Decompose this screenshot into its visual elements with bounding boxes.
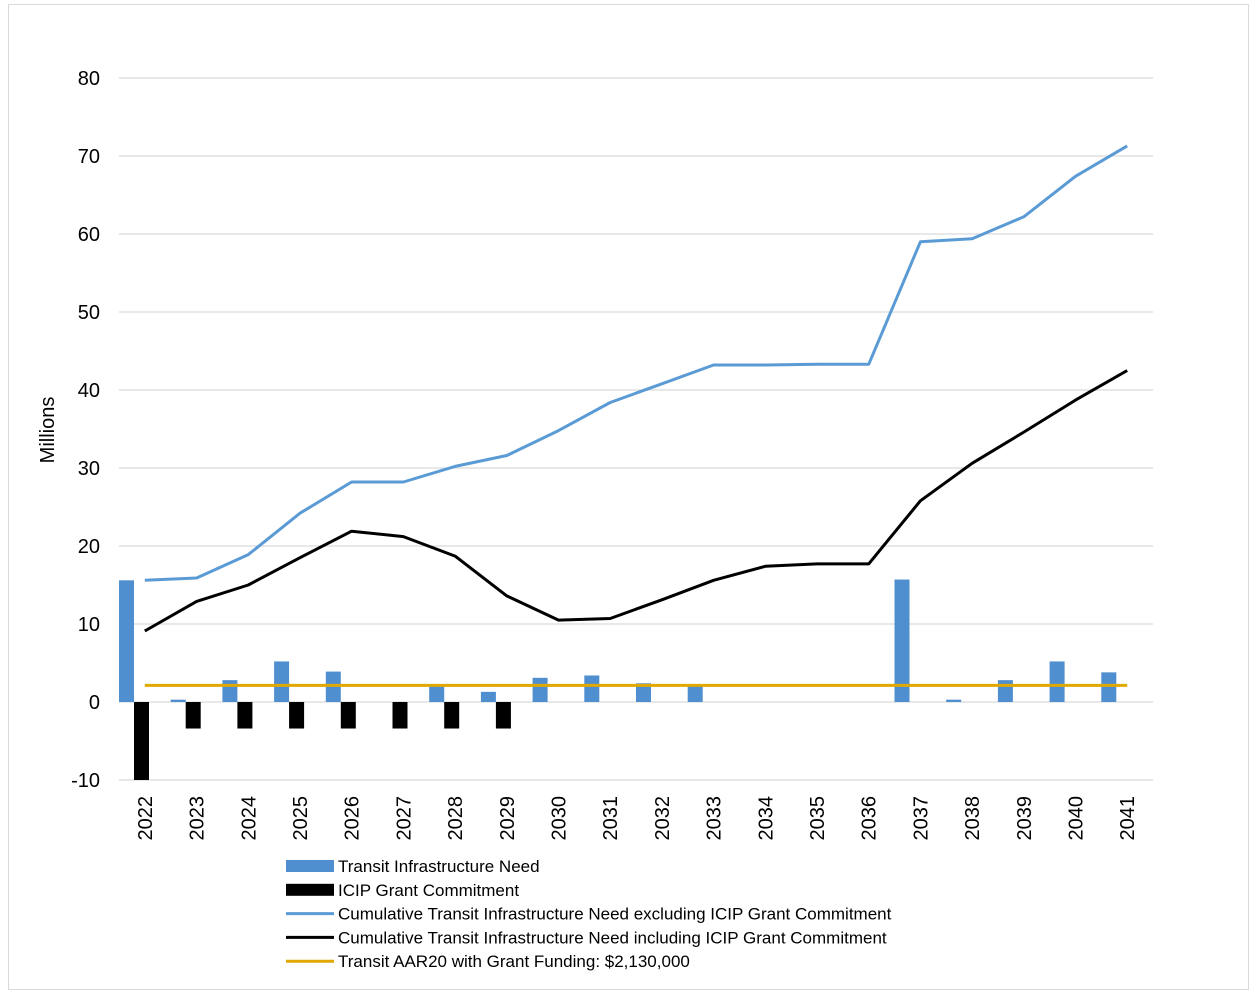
- legend-label: Transit AAR20 with Grant Funding: $2,130…: [338, 952, 690, 971]
- bar-need-2040: [1049, 661, 1065, 702]
- x-tick-label: 2032: [652, 796, 674, 841]
- x-tick-label: 2033: [704, 796, 726, 841]
- y-tick-label: 40: [78, 380, 100, 402]
- x-tick-label: 2038: [962, 796, 984, 841]
- x-tick-label: 2034: [755, 796, 777, 841]
- bar-need-2037: [894, 579, 910, 702]
- x-tick-label: 2030: [548, 796, 570, 841]
- x-tick-label: 2022: [135, 796, 157, 841]
- legend-label: Cumulative Transit Infrastructure Need e…: [338, 905, 892, 924]
- bar-need-2029: [480, 691, 496, 702]
- x-tick-label: 2036: [859, 796, 881, 841]
- x-tick-label: 2025: [290, 796, 312, 841]
- bar-need-2022: [119, 580, 134, 702]
- y-tick-label: 20: [78, 536, 100, 558]
- x-tick-label: 2024: [238, 796, 260, 841]
- bar-icip-2024: [237, 702, 253, 729]
- bar-need-2025: [274, 661, 290, 702]
- legend-swatch-bar: [286, 860, 334, 872]
- x-tick-label: 2023: [187, 796, 209, 841]
- x-tick-label: 2039: [1014, 796, 1036, 841]
- bar-need-2033: [687, 684, 703, 702]
- bar-need-2041: [1101, 672, 1117, 702]
- bar-need-2023: [170, 699, 186, 702]
- x-tick-label: 2040: [1065, 796, 1087, 841]
- y-tick-label: -10: [71, 770, 100, 792]
- legend-label: Cumulative Transit Infrastructure Need i…: [338, 928, 887, 947]
- bar-need-2032: [636, 683, 651, 702]
- legend: Transit Infrastructure Need ICIP Grant Co…: [286, 857, 892, 971]
- legend-swatch-bar: [286, 883, 334, 896]
- legend-label: ICIP Grant Commitment: [338, 881, 519, 900]
- x-tick-labels: 2022 2023 2024 2025 2026 2027 2028 2029 2030 2031…: [135, 796, 1139, 841]
- bar-need-2039: [997, 680, 1013, 702]
- x-tick-label: 2028: [445, 796, 467, 841]
- bar-icip-2026: [340, 702, 356, 729]
- x-tick-label: 2037: [910, 796, 932, 841]
- bar-need-2038: [946, 699, 962, 702]
- line-series-2: [144, 369, 1128, 633]
- x-tick-label: 2029: [497, 796, 519, 841]
- bar-icip-2029: [495, 702, 511, 729]
- bar-need-2024: [222, 680, 238, 702]
- y-tick-label: 60: [78, 224, 100, 246]
- series-lines: [144, 144, 1128, 687]
- bar-icip-2027: [392, 702, 408, 729]
- bar-need-2031: [584, 675, 600, 702]
- y-tick-label: 0: [89, 692, 100, 714]
- bar-icip-2023: [185, 702, 201, 729]
- bar-icip-2028: [444, 702, 460, 729]
- y-axis-title: Millions: [37, 397, 59, 464]
- y-tick-label: 10: [78, 614, 100, 636]
- line-series-1: [144, 144, 1128, 582]
- y-tick-label: 50: [78, 302, 100, 324]
- chart-frame: [8, 4, 1249, 990]
- y-tick-label: 80: [78, 68, 100, 90]
- bar-need-2028: [429, 685, 445, 702]
- bar-icip-2022: [134, 702, 149, 780]
- x-tick-label: 2031: [600, 796, 622, 841]
- y-tick-labels: -10 0 10 20 30 40 50 60 70 80: [71, 68, 100, 792]
- x-tick-label: 2026: [342, 796, 364, 841]
- legend-label: Transit Infrastructure Need: [338, 857, 540, 876]
- x-tick-label: 2041: [1117, 796, 1139, 841]
- x-tick-label: 2035: [807, 796, 829, 841]
- y-tick-label: 70: [78, 146, 100, 168]
- bar-icip-2025: [289, 702, 305, 729]
- x-tick-label: 2027: [393, 796, 415, 841]
- gridlines: [119, 77, 1153, 781]
- y-tick-label: 30: [78, 458, 100, 480]
- bars: [119, 579, 1117, 780]
- bar-need-2030: [532, 677, 548, 702]
